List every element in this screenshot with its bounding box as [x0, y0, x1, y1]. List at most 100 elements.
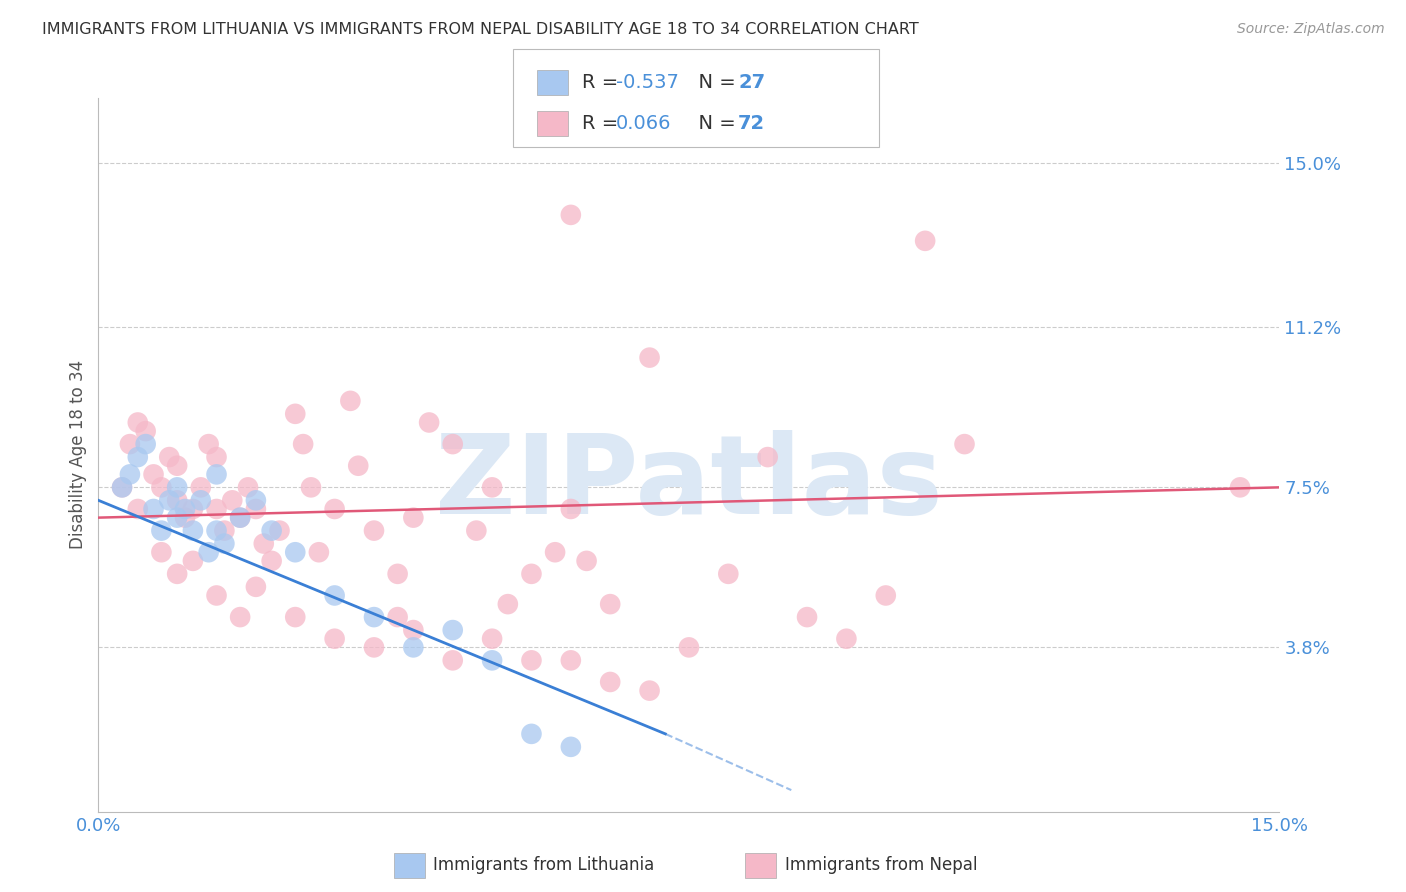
Point — [157, 493, 180, 508]
Point — [245, 580, 267, 594]
Text: R =: R = — [582, 72, 624, 92]
Point — [402, 510, 425, 524]
Point — [197, 437, 219, 451]
Point — [638, 683, 661, 698]
Point — [299, 480, 322, 494]
Text: Immigrants from Nepal: Immigrants from Nepal — [785, 856, 977, 874]
Point — [190, 480, 212, 494]
Point — [253, 536, 276, 550]
Point — [174, 510, 197, 524]
Point — [260, 554, 283, 568]
Point — [599, 675, 621, 690]
Point — [284, 407, 307, 421]
Point — [465, 524, 488, 538]
Point — [245, 493, 267, 508]
Point — [402, 640, 425, 655]
Point — [387, 610, 409, 624]
Y-axis label: Disability Age 18 to 34: Disability Age 18 to 34 — [69, 360, 87, 549]
Point — [174, 502, 197, 516]
Point — [339, 393, 361, 408]
Point — [284, 545, 307, 559]
Point — [638, 351, 661, 365]
Point — [236, 480, 259, 494]
Text: N =: N = — [686, 113, 742, 133]
Point — [292, 437, 315, 451]
Point — [347, 458, 370, 473]
Point — [284, 610, 307, 624]
Point — [205, 450, 228, 464]
Point — [363, 640, 385, 655]
Point — [544, 545, 567, 559]
Point — [197, 545, 219, 559]
Point — [142, 502, 165, 516]
Point — [560, 502, 582, 516]
Point — [166, 510, 188, 524]
Point — [166, 480, 188, 494]
Point — [717, 566, 740, 581]
Point — [118, 437, 141, 451]
Point — [205, 502, 228, 516]
Point — [481, 653, 503, 667]
Point — [520, 566, 543, 581]
Point — [418, 416, 440, 430]
Point — [560, 653, 582, 667]
Point — [214, 524, 236, 538]
Point — [796, 610, 818, 624]
Point — [520, 653, 543, 667]
Point — [441, 623, 464, 637]
Point — [520, 727, 543, 741]
Point — [205, 524, 228, 538]
Text: 72: 72 — [738, 113, 765, 133]
Point — [496, 597, 519, 611]
Point — [127, 416, 149, 430]
Point — [323, 502, 346, 516]
Text: -0.537: -0.537 — [616, 72, 679, 92]
Point — [481, 632, 503, 646]
Point — [269, 524, 291, 538]
Point — [181, 502, 204, 516]
Text: R =: R = — [582, 113, 624, 133]
Point — [142, 467, 165, 482]
Point — [575, 554, 598, 568]
Point — [111, 480, 134, 494]
Point — [150, 524, 173, 538]
Point — [260, 524, 283, 538]
Point — [214, 536, 236, 550]
Point — [323, 632, 346, 646]
Point — [481, 480, 503, 494]
Point — [150, 480, 173, 494]
Point — [190, 493, 212, 508]
Point — [402, 623, 425, 637]
Point — [166, 493, 188, 508]
Point — [599, 597, 621, 611]
Text: IMMIGRANTS FROM LITHUANIA VS IMMIGRANTS FROM NEPAL DISABILITY AGE 18 TO 34 CORRE: IMMIGRANTS FROM LITHUANIA VS IMMIGRANTS … — [42, 22, 920, 37]
Point — [678, 640, 700, 655]
Point — [150, 545, 173, 559]
Point — [1229, 480, 1251, 494]
Text: ZIPatlas: ZIPatlas — [434, 430, 943, 537]
Point — [245, 502, 267, 516]
Point — [135, 437, 157, 451]
Text: Source: ZipAtlas.com: Source: ZipAtlas.com — [1237, 22, 1385, 37]
Point — [229, 510, 252, 524]
Point — [363, 524, 385, 538]
Point — [229, 510, 252, 524]
Point — [875, 589, 897, 603]
Point — [229, 610, 252, 624]
Point — [135, 424, 157, 438]
Point — [166, 566, 188, 581]
Point — [157, 450, 180, 464]
Text: N =: N = — [686, 72, 742, 92]
Point — [118, 467, 141, 482]
Point — [363, 610, 385, 624]
Point — [914, 234, 936, 248]
Point — [221, 493, 243, 508]
Point — [181, 554, 204, 568]
Point — [560, 739, 582, 754]
Point — [756, 450, 779, 464]
Point — [835, 632, 858, 646]
Point — [111, 480, 134, 494]
Text: Immigrants from Lithuania: Immigrants from Lithuania — [433, 856, 654, 874]
Point — [166, 458, 188, 473]
Point — [127, 450, 149, 464]
